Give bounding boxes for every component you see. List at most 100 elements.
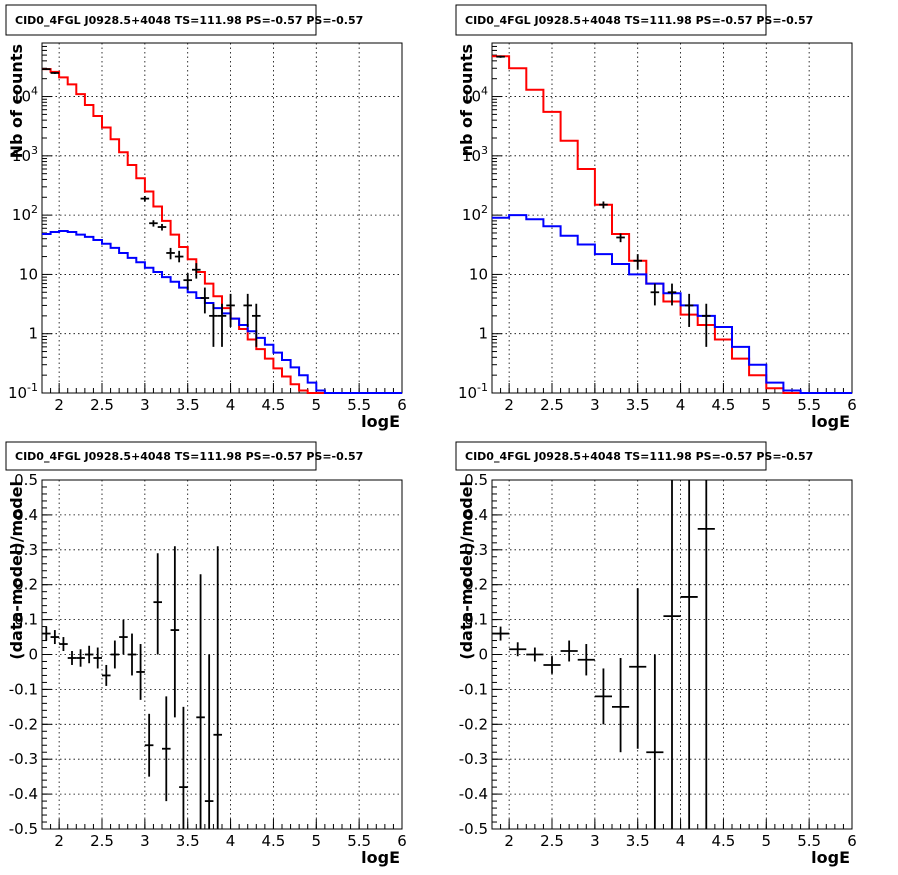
data-point bbox=[667, 283, 677, 306]
data-point bbox=[496, 55, 505, 58]
data-point bbox=[183, 273, 192, 290]
data-point bbox=[560, 640, 578, 662]
chart-title: CID0_4FGL J0928.5+4048 TS=111.98 PS=-0.5… bbox=[465, 450, 813, 463]
x-tick-label: 2.5 bbox=[540, 832, 564, 850]
chart-panel-1: CID0_4FGL J0928.5+4048 TS=111.98 PS=-0.5… bbox=[5, 4, 407, 431]
y-tick-label: 0.4 bbox=[14, 506, 38, 524]
data-point bbox=[196, 574, 205, 829]
y-axis-title: (data-model)/model bbox=[7, 481, 26, 660]
y-tick-label: 0.5 bbox=[14, 471, 38, 489]
data-point bbox=[166, 247, 175, 260]
data-point bbox=[84, 645, 94, 664]
y-tick-label: 1 bbox=[28, 325, 38, 343]
x-tick-label: 3.5 bbox=[626, 396, 650, 414]
x-tick-label: 5 bbox=[762, 832, 772, 850]
y-tick-label: -0.2 bbox=[9, 715, 38, 733]
y-tick-label: 0.1 bbox=[464, 611, 488, 629]
x-tick-label: 6 bbox=[847, 832, 857, 850]
x-tick-label: 3 bbox=[590, 396, 600, 414]
y-tick-label: 102 bbox=[462, 203, 488, 224]
x-axis-title: logE bbox=[361, 848, 400, 867]
data-point bbox=[633, 254, 642, 270]
data-point bbox=[153, 553, 162, 655]
data-point bbox=[252, 303, 261, 347]
y-tick-label: -0.4 bbox=[459, 785, 488, 803]
x-axis-title: logE bbox=[811, 848, 850, 867]
y-tick-label: -0.1 bbox=[9, 680, 38, 698]
y-tick-label: -0.1 bbox=[459, 680, 488, 698]
title-box bbox=[455, 4, 767, 36]
x-tick-label: 3 bbox=[590, 832, 600, 850]
y-axis-title: Nb of counts bbox=[7, 44, 26, 158]
y-tick-label: 0.5 bbox=[464, 471, 488, 489]
y-tick-label: 104 bbox=[462, 85, 488, 106]
data-point bbox=[149, 220, 158, 227]
data-point bbox=[663, 480, 681, 829]
data-point bbox=[697, 480, 715, 829]
x-tick-label: 4 bbox=[226, 396, 236, 414]
x-tick-label: 5.5 bbox=[797, 832, 821, 850]
x-tick-label: 4 bbox=[676, 832, 686, 850]
y-tick-label: 0.3 bbox=[464, 541, 488, 559]
y-tick-label: 10 bbox=[19, 265, 38, 283]
y-axis-title: (data-model)/model bbox=[457, 481, 476, 660]
data-point bbox=[162, 696, 171, 802]
y-tick-label: 10-1 bbox=[458, 381, 488, 402]
data-point bbox=[93, 647, 102, 669]
x-tick-label: 6 bbox=[397, 832, 407, 850]
data-point bbox=[50, 630, 60, 645]
data-point bbox=[509, 642, 527, 657]
data-point bbox=[110, 640, 120, 669]
chart-panel-4: CID0_4FGL J0928.5+4048 TS=111.98 PS=-0.5… bbox=[455, 441, 857, 867]
chart-panel-3: CID0_4FGL J0928.5+4048 TS=111.98 PS=-0.5… bbox=[5, 441, 407, 867]
title-box bbox=[5, 4, 317, 36]
plot-frame bbox=[491, 42, 853, 394]
data-point bbox=[102, 664, 111, 686]
data-point bbox=[76, 649, 85, 667]
data-point bbox=[119, 619, 128, 655]
x-tick-label: 5 bbox=[312, 832, 322, 850]
data-point bbox=[526, 647, 544, 662]
x-tick-label: 5.5 bbox=[797, 396, 821, 414]
x-tick-label: 2 bbox=[504, 832, 514, 850]
data-point bbox=[170, 546, 180, 718]
x-tick-label: 2.5 bbox=[540, 396, 564, 414]
data-point bbox=[612, 657, 630, 753]
y-axis-title: nb of counts bbox=[457, 44, 476, 156]
y-tick-label: -0.5 bbox=[9, 820, 38, 838]
data-point bbox=[680, 480, 698, 829]
y-tick-label: -0.5 bbox=[459, 820, 488, 838]
data-point bbox=[702, 303, 711, 347]
data-point bbox=[179, 706, 188, 829]
data-point bbox=[42, 626, 51, 641]
x-tick-label: 5 bbox=[312, 396, 322, 414]
y-tick-label: -0.4 bbox=[9, 785, 38, 803]
data-point bbox=[204, 654, 214, 829]
data-point bbox=[594, 668, 612, 725]
x-tick-label: 4.5 bbox=[711, 396, 735, 414]
title-box bbox=[5, 441, 317, 471]
y-tick-label: 103 bbox=[462, 144, 488, 165]
y-tick-label: 10-1 bbox=[8, 381, 38, 402]
y-tick-label: 1 bbox=[478, 325, 488, 343]
data-point bbox=[646, 654, 664, 829]
x-tick-label: 3.5 bbox=[176, 396, 200, 414]
data-point bbox=[200, 287, 210, 314]
data-point bbox=[209, 303, 218, 347]
title-box bbox=[455, 441, 767, 471]
x-tick-label: 2.5 bbox=[90, 832, 114, 850]
x-tick-label: 6 bbox=[397, 396, 407, 414]
data-point bbox=[243, 293, 252, 327]
y-tick-label: 0.2 bbox=[464, 576, 488, 594]
data-point bbox=[174, 250, 184, 263]
x-tick-label: 4 bbox=[676, 396, 686, 414]
x-tick-label: 6 bbox=[847, 396, 857, 414]
y-tick-label: 102 bbox=[12, 203, 38, 224]
data-point bbox=[127, 633, 137, 676]
x-tick-label: 5 bbox=[762, 396, 772, 414]
data-point bbox=[144, 713, 154, 777]
y-tick-label: -0.2 bbox=[459, 715, 488, 733]
data-point bbox=[599, 201, 608, 209]
x-tick-label: 3.5 bbox=[176, 832, 200, 850]
